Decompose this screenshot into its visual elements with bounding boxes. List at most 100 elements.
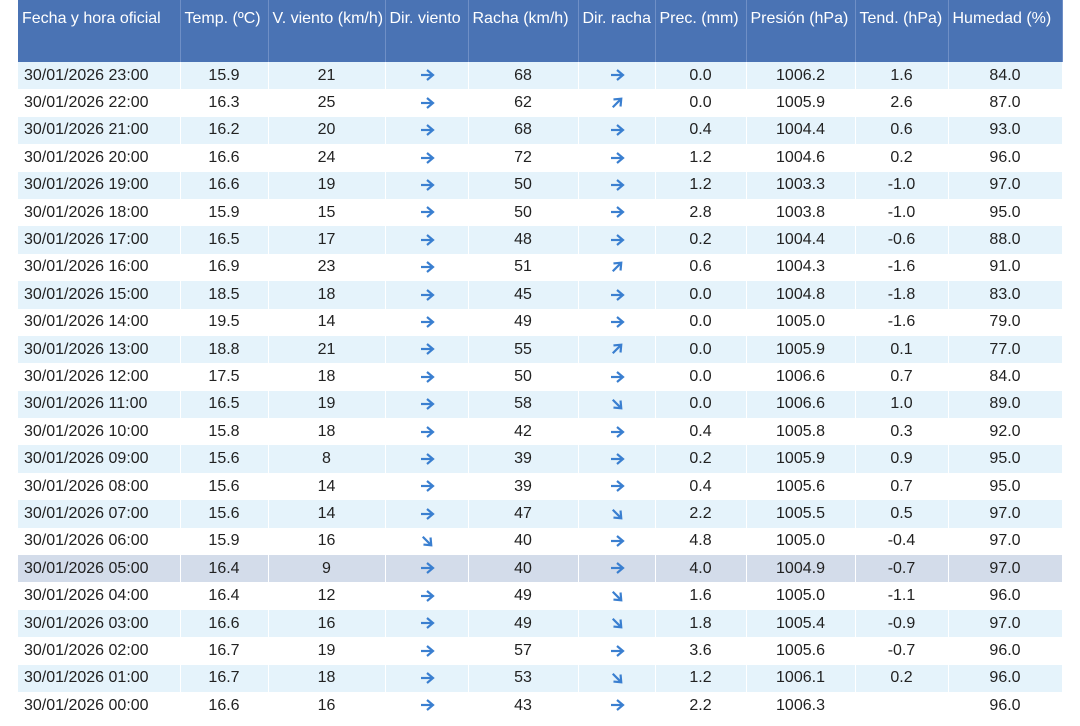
column-header[interactable]: Fecha y hora oficial [18, 0, 181, 62]
tendency-cell: -0.7 [855, 555, 949, 583]
direction-arrow [611, 97, 622, 108]
data-row: 30/01/2026 10:00 15.8 18 42 0.4 1005.8 0.3 92.0 [18, 418, 1063, 446]
date-cell: 30/01/2026 08:00 [18, 472, 181, 501]
humidity-cell: 95.0 [948, 198, 1063, 227]
column-header[interactable]: Dir. viento [385, 0, 469, 62]
direction-cell [385, 89, 469, 117]
date-cell: 30/01/2026 15:00 [18, 281, 181, 309]
temp-cell: 15.9 [180, 527, 269, 556]
direction-arrow [420, 590, 435, 602]
data-row: 30/01/2026 19:00 16.6 19 50 1.2 1003.3 -1.0 97.… [18, 171, 1063, 199]
data-row: 30/01/2026 08:00 15.6 14 39 0.4 1005.6 0.7 95.0 [18, 472, 1063, 501]
tendency-cell [855, 691, 949, 720]
precip-cell: 0.2 [655, 226, 747, 254]
wind-speed-cell: 23 [268, 253, 386, 282]
humidity-cell: 97.0 [948, 500, 1063, 528]
direction-cell [578, 308, 656, 336]
tendency-cell: 0.7 [855, 472, 949, 501]
tendency-cell: 0.6 [855, 116, 949, 145]
wind-speed-cell: 24 [268, 144, 386, 172]
date-cell: 30/01/2026 02:00 [18, 637, 181, 665]
pressure-cell: 1005.6 [746, 637, 856, 665]
direction-cell [578, 582, 656, 610]
pressure-cell: 1004.4 [746, 116, 856, 145]
wind-speed-cell: 19 [268, 390, 386, 419]
direction-arrow [610, 179, 625, 191]
temp-cell: 16.4 [180, 555, 269, 583]
direction-arrow [610, 562, 625, 575]
temp-cell: 15.6 [180, 445, 269, 473]
direction-arrow [420, 507, 435, 520]
direction-arrow [420, 233, 435, 246]
direction-cell [385, 637, 469, 665]
direction-cell [385, 281, 469, 309]
date-cell: 30/01/2026 21:00 [18, 116, 181, 145]
direction-cell [578, 390, 656, 419]
date-cell: 30/01/2026 14:00 [18, 308, 181, 336]
direction-arrow [611, 261, 622, 273]
humidity-cell: 84.0 [948, 363, 1063, 391]
column-header[interactable]: Tend. (hPa) [855, 0, 949, 62]
precip-cell: 3.6 [655, 637, 747, 665]
weather-table: Fecha y hora oficial Temp. (ºC) V. viento … [18, 0, 1063, 720]
wind-speed-cell: 16 [268, 609, 386, 638]
wind-speed-cell: 25 [268, 89, 386, 117]
gust-cell: 58 [468, 390, 579, 419]
direction-arrow [610, 316, 625, 328]
temp-cell: 16.5 [180, 390, 269, 419]
direction-cell [385, 445, 469, 473]
column-header[interactable]: Humedad (%) [948, 0, 1063, 62]
direction-arrow [420, 453, 435, 465]
column-header[interactable]: Dir. racha [578, 0, 656, 62]
direction-arrow [421, 536, 432, 547]
direction-arrow [611, 508, 622, 520]
direction-arrow [610, 288, 625, 301]
data-row: 30/01/2026 15:00 18.5 18 45 0.0 1004.8 -1.8 83.… [18, 281, 1063, 309]
precip-cell: 0.0 [655, 363, 747, 391]
data-row: 30/01/2026 03:00 16.6 16 49 1.8 1005.4 -0.9 97.… [18, 609, 1063, 638]
date-cell: 30/01/2026 22:00 [18, 89, 181, 117]
gust-cell: 49 [468, 609, 579, 638]
pressure-cell: 1006.3 [746, 691, 856, 720]
direction-cell [385, 62, 469, 90]
tendency-cell: 2.6 [855, 89, 949, 117]
gust-cell: 40 [468, 527, 579, 556]
date-cell: 30/01/2026 09:00 [18, 445, 181, 473]
pressure-cell: 1004.9 [746, 555, 856, 583]
pressure-cell: 1005.5 [746, 500, 856, 528]
precip-cell: 0.0 [655, 89, 747, 117]
column-header[interactable]: Prec. (mm) [655, 0, 747, 62]
wind-speed-cell: 19 [268, 171, 386, 199]
column-header[interactable]: Racha (km/h) [468, 0, 579, 62]
direction-cell [578, 691, 656, 720]
direction-cell [578, 253, 656, 282]
column-header[interactable]: Presión (hPa) [746, 0, 856, 62]
wind-speed-cell: 15 [268, 198, 386, 227]
pressure-cell: 1003.3 [746, 171, 856, 199]
pressure-cell: 1004.6 [746, 144, 856, 172]
tendency-cell: -0.7 [855, 637, 949, 665]
date-cell: 30/01/2026 20:00 [18, 144, 181, 172]
data-row: 30/01/2026 20:00 16.6 24 72 1.2 1004.6 0.2 96.0 [18, 144, 1063, 172]
direction-cell [578, 500, 656, 528]
direction-arrow [420, 261, 435, 274]
column-header[interactable]: Temp. (ºC) [180, 0, 269, 62]
humidity-cell: 96.0 [948, 582, 1063, 610]
tendency-cell: 0.3 [855, 418, 949, 446]
direction-cell [578, 144, 656, 172]
humidity-cell: 84.0 [948, 62, 1063, 90]
column-header[interactable]: V. viento (km/h) [268, 0, 386, 62]
gust-cell: 72 [468, 144, 579, 172]
wind-speed-cell: 20 [268, 116, 386, 145]
data-row: 30/01/2026 22:00 16.3 25 62 0.0 1005.9 2.6 87.0 [18, 89, 1063, 117]
humidity-cell: 96.0 [948, 144, 1063, 172]
direction-arrow [611, 618, 622, 629]
data-row: 30/01/2026 07:00 15.6 14 47 2.2 1005.5 0.5 97.0 [18, 500, 1063, 528]
humidity-cell: 91.0 [948, 253, 1063, 282]
gust-cell: 53 [468, 664, 579, 692]
direction-arrow [611, 343, 622, 355]
direction-cell [385, 527, 469, 556]
direction-arrow [420, 672, 435, 684]
direction-arrow [611, 673, 622, 684]
